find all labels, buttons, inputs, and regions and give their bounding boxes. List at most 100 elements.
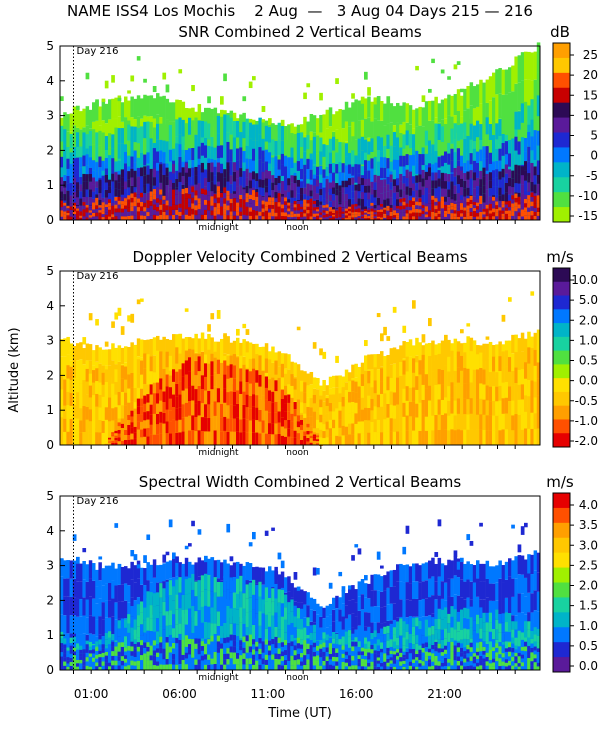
data-cell: [325, 179, 330, 186]
data-cell: [335, 216, 339, 219]
data-cell: [178, 69, 183, 74]
data-cell: [354, 209, 358, 212]
data-cell: [88, 373, 93, 386]
data-cell: [428, 207, 432, 211]
data-cell: [242, 121, 246, 139]
data-cell: [402, 205, 406, 210]
data-cell: [383, 213, 387, 216]
data-cell: [527, 79, 531, 108]
data-cell: [69, 195, 74, 202]
data-cell: [181, 149, 186, 162]
data-cell: [159, 96, 163, 118]
data-cell: [524, 161, 528, 171]
data-cell: [344, 165, 349, 175]
data-cell: [85, 72, 90, 80]
data-cell: [360, 192, 365, 200]
data-cell: [60, 167, 64, 178]
data-cell: [312, 204, 317, 208]
data-cell: [325, 210, 330, 214]
data-cell: [424, 164, 429, 176]
data-cell: [114, 435, 118, 438]
data-cell: [108, 421, 112, 434]
data-cell: [530, 150, 534, 165]
data-cell: [456, 202, 461, 206]
data-cell: [184, 193, 189, 199]
colorbar-swatch: [553, 207, 570, 223]
data-cell: [136, 198, 141, 203]
data-cell: [95, 216, 99, 220]
data-cell: [98, 167, 102, 178]
data-cell: [69, 213, 74, 217]
data-cell: [453, 152, 458, 164]
data-cell: [418, 165, 422, 177]
data-cell: [108, 213, 112, 217]
data-cell: [370, 194, 374, 201]
data-cell: [328, 195, 333, 202]
data-cell: [508, 210, 512, 214]
data-cell: [351, 191, 355, 199]
data-cell: [341, 128, 346, 147]
data-cell: [98, 217, 102, 220]
data-cell: [306, 149, 310, 164]
data-cell: [424, 203, 429, 207]
data-cell: [191, 214, 195, 220]
data-cell: [508, 207, 512, 211]
colorbar-swatch: [553, 162, 570, 178]
data-cell: [472, 202, 477, 206]
data-cell: [415, 208, 419, 213]
data-cell: [226, 154, 230, 168]
data-cell: [181, 136, 186, 154]
data-cell: [172, 194, 176, 200]
data-cell: [197, 104, 202, 124]
data-cell: [533, 184, 538, 194]
data-cell: [63, 187, 67, 195]
data-cell: [92, 202, 96, 206]
data-cell: [188, 185, 192, 195]
data-cell: [492, 186, 496, 196]
data-cell: [184, 139, 189, 156]
data-cell: [328, 213, 333, 216]
data-cell: [255, 201, 259, 207]
data-cell: [392, 186, 397, 193]
data-cell: [245, 168, 250, 178]
data-cell: [184, 163, 189, 173]
data-cell: [303, 164, 307, 175]
data-cell: [127, 100, 131, 121]
data-cell: [482, 176, 486, 186]
data-cell: [383, 199, 387, 207]
data-cell: [85, 207, 90, 211]
data-cell: [76, 210, 80, 214]
data-cell: [405, 169, 410, 179]
data-cell: [127, 211, 131, 216]
data-cell: [159, 209, 163, 215]
data-cell: [114, 180, 118, 189]
data-cell: [156, 170, 160, 179]
data-cell: [114, 430, 118, 434]
data-cell: [197, 137, 202, 154]
data-cell: [258, 207, 262, 212]
data-cell: [367, 160, 371, 171]
data-cell: [360, 216, 365, 219]
data-cell: [408, 203, 413, 207]
data-cell: [168, 149, 173, 162]
data-cell: [79, 217, 83, 220]
data-cell: [149, 121, 154, 139]
data-cell: [287, 168, 291, 179]
data-cell: [204, 214, 208, 220]
data-cell: [408, 105, 413, 125]
data-cell: [351, 212, 355, 215]
data-cell: [495, 197, 499, 202]
data-cell: [360, 166, 365, 176]
data-cell: [284, 201, 288, 205]
data-cell: [76, 168, 80, 179]
data-cell: [184, 209, 189, 215]
data-cell: [450, 216, 454, 220]
data-cell: [287, 185, 291, 193]
data-cell: [306, 206, 310, 211]
data-cell: [370, 168, 374, 179]
data-cell: [95, 162, 99, 172]
data-cell: [498, 204, 502, 208]
data-cell: [111, 118, 115, 140]
data-cell: [319, 207, 323, 210]
data-cell: [421, 154, 426, 166]
